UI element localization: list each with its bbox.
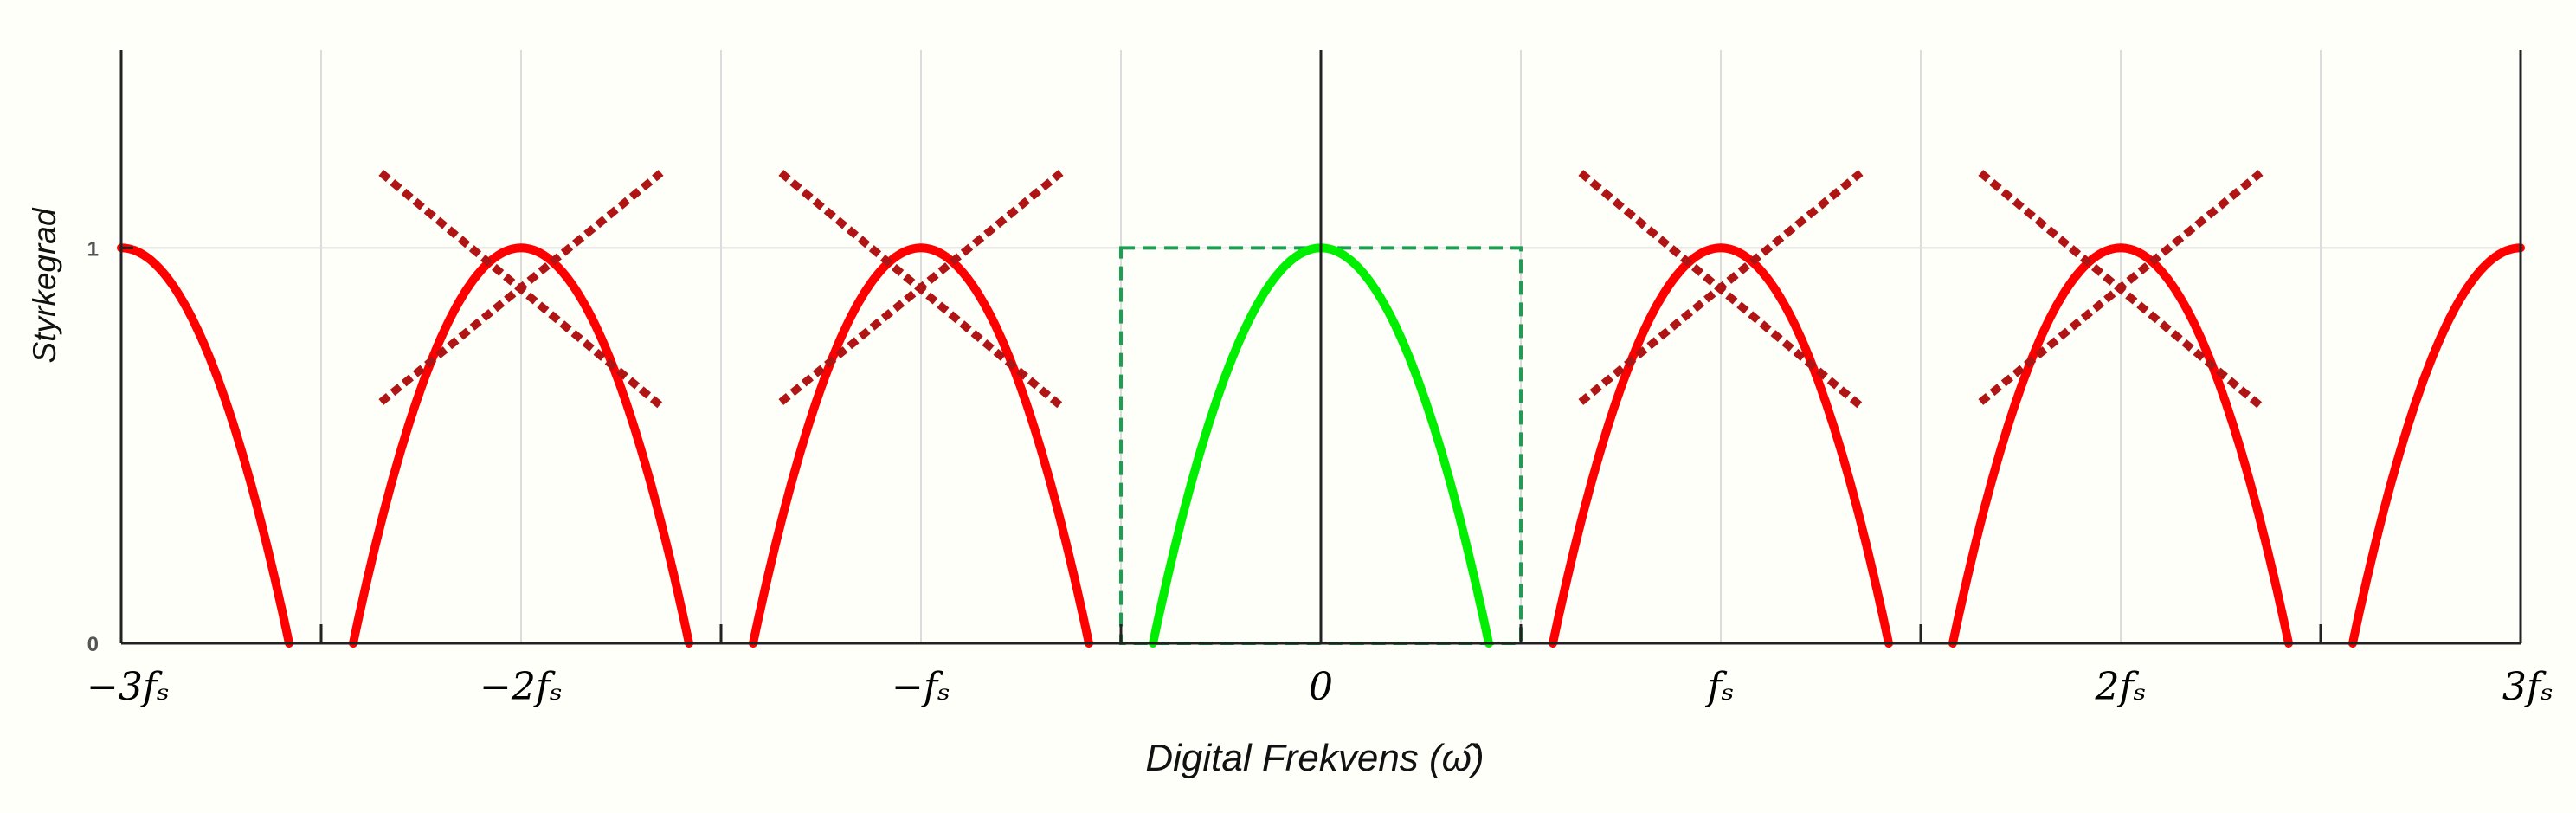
y-tick-label: 0: [87, 633, 99, 656]
alias-lobe: [1549, 243, 1893, 648]
x-tick-label: 3𝑓ₛ: [2502, 665, 2553, 709]
y-axis-label: Styrkegrad: [27, 207, 62, 363]
x-tick-label: 𝑓ₛ: [1704, 665, 1734, 709]
x-tick-label: −2𝑓ₛ: [480, 665, 563, 709]
cross-stroke-up: [1578, 170, 1864, 405]
x-tick-label: −𝑓ₛ: [892, 665, 950, 709]
axes: [119, 50, 2522, 645]
crosses-layer: [378, 170, 2264, 410]
alias-lobe: [2348, 243, 2525, 648]
alias-lobe: [1948, 243, 2293, 648]
x-tick-label: −3𝑓ₛ: [87, 665, 170, 709]
lobes-layer: [117, 243, 2525, 648]
cross-stroke-up: [1978, 170, 2264, 405]
alias-lobe: [349, 243, 693, 648]
tick-labels: −3𝑓ₛ −2𝑓ₛ −𝑓ₛ 0 𝑓ₛ 2𝑓ₛ 3𝑓ₛ 0 1: [87, 237, 2553, 709]
x-tick-label: 2𝑓ₛ: [2094, 665, 2146, 709]
cross-stroke-up: [378, 170, 664, 405]
alias-lobe: [117, 243, 293, 648]
alias-lobe: [749, 243, 1093, 648]
cross-stroke-up: [778, 170, 1064, 405]
y-tick-label: 1: [87, 237, 99, 261]
x-tick-label: 0: [1309, 665, 1333, 709]
x-axis-label: Digital Frekvens (ω̂): [1145, 737, 1484, 779]
